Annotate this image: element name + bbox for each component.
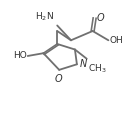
Text: N: N — [80, 59, 87, 69]
Text: O: O — [97, 13, 104, 23]
Text: OH: OH — [109, 36, 123, 45]
Text: O: O — [54, 74, 62, 84]
Text: H$_2$N: H$_2$N — [35, 10, 54, 23]
Text: CH$_3$: CH$_3$ — [88, 62, 106, 75]
Text: HO: HO — [13, 51, 27, 60]
